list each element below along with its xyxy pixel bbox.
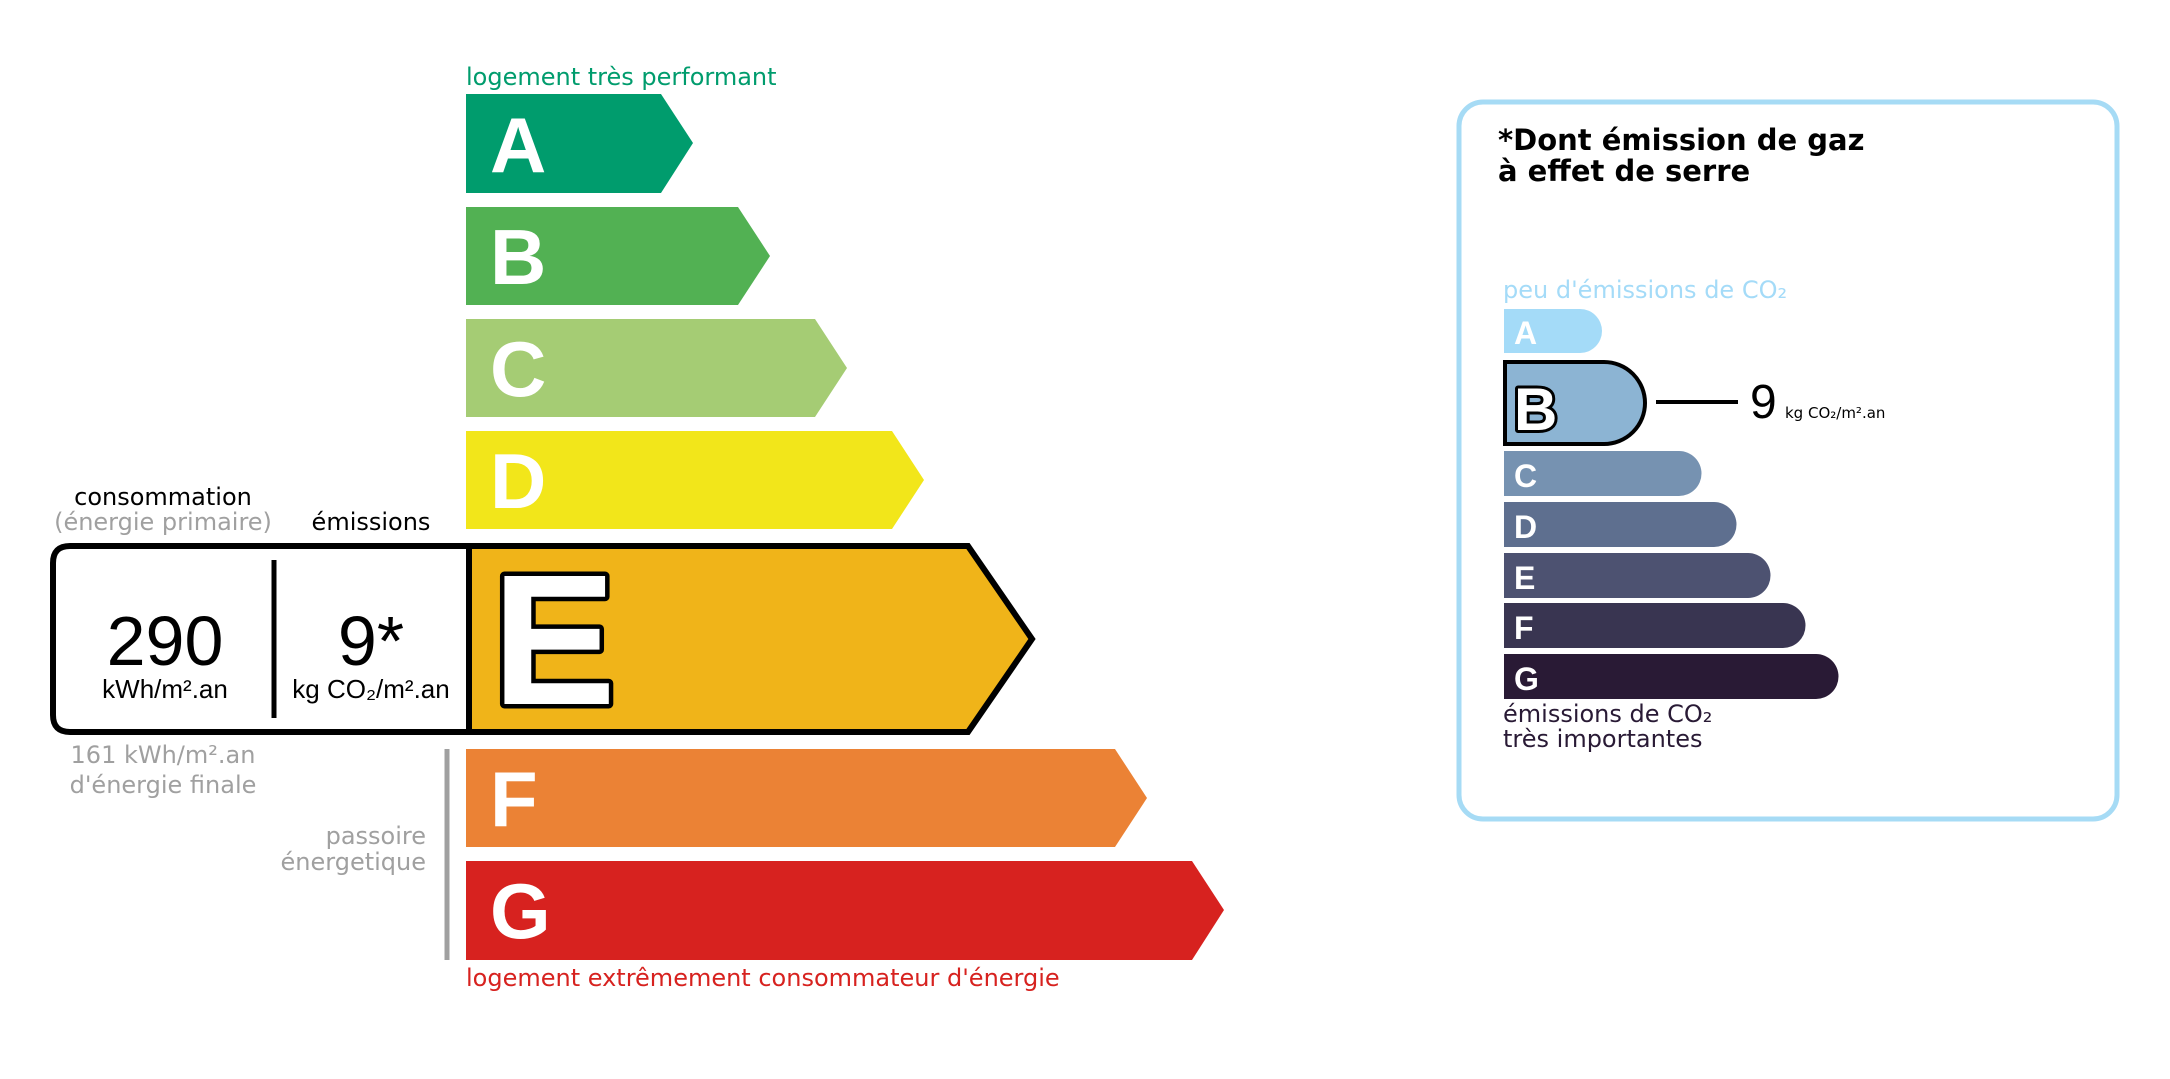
energy-letter-d: D [490, 437, 546, 525]
ges-bar-c [1504, 451, 1702, 496]
energy-letter-f: F [490, 755, 538, 843]
ges-top-label: peu d'émissions de CO₂ [1503, 276, 1787, 304]
energy-arrow-b [466, 207, 770, 305]
energy-arrow-e [466, 543, 1036, 735]
energy-arrow-g [466, 861, 1224, 960]
passoire-label-line1: passoire [326, 822, 426, 850]
energy-bar-b: B [466, 207, 770, 305]
ges-unit: kg CO₂/m².an [1785, 404, 1885, 422]
emissions-unit: kg CO₂/m².an [292, 674, 449, 704]
emissions-heading: émissions [312, 508, 431, 536]
ges-bottom-label-line1: émissions de CO₂ [1503, 700, 1712, 728]
ges-letter-g: G [1514, 661, 1539, 697]
energy-letter-a: A [490, 101, 546, 189]
energy-letter-b: B [490, 213, 546, 301]
ges-value: 9 [1750, 376, 1777, 429]
ges-bottom-label-line2: très importantes [1503, 725, 1703, 753]
energy-letter-g: G [490, 867, 551, 955]
energy-arrow-a [466, 94, 693, 193]
ges-letter-d: D [1514, 509, 1537, 545]
energy-arrow-c [466, 319, 847, 417]
final-energy-label: d'énergie finale [70, 771, 257, 799]
ges-title-line1: *Dont émission de gaz [1498, 123, 1864, 157]
energy-bar-c: C [466, 319, 847, 417]
energy-bar-a: A [466, 94, 693, 193]
energy-bar-g: G [466, 861, 1224, 960]
energy-letter-c: C [490, 325, 546, 413]
ges-bar-e [1504, 553, 1771, 598]
energy-arrow-d [466, 431, 924, 529]
ges-letter-b: B [1514, 376, 1557, 443]
energy-letter-e: E [492, 537, 616, 744]
consumption-heading: consommation [74, 483, 252, 511]
ges-bar-g [1504, 654, 1839, 699]
ges-bar-d [1504, 502, 1737, 547]
energy-bar-d: D [466, 431, 924, 529]
consumption-unit: kWh/m².an [102, 674, 228, 704]
passoire-label-line2: énergetique [281, 848, 426, 876]
ges-bar-f [1504, 603, 1806, 648]
ges-letter-c: C [1514, 458, 1537, 494]
ges-title-line2: à effet de serre [1498, 154, 1750, 188]
energy-arrow-f [466, 749, 1147, 847]
emissions-value: 9* [338, 602, 404, 680]
ges-bar-a [1504, 309, 1602, 353]
ges-panel: *Dont émission de gaz à effet de serre p… [1456, 99, 2120, 822]
final-energy-value: 161 kWh/m².an [71, 741, 256, 769]
ges-letter-e: E [1514, 560, 1535, 596]
energy-bottom-label: logement extrêmement consommateur d'éner… [466, 964, 1060, 992]
energy-bar-f: F [466, 749, 1147, 847]
consumption-value: 290 [107, 602, 224, 680]
energy-top-label: logement très performant [466, 63, 777, 91]
energy-current-class-box: E 290 kWh/m².an 9* kg CO₂/m².an [50, 533, 1036, 749]
consumption-subheading: (énergie primaire) [54, 508, 272, 536]
ges-bar-b-current [1503, 360, 1647, 446]
ges-letter-a: A [1514, 315, 1537, 351]
ges-letter-f: F [1514, 610, 1534, 646]
